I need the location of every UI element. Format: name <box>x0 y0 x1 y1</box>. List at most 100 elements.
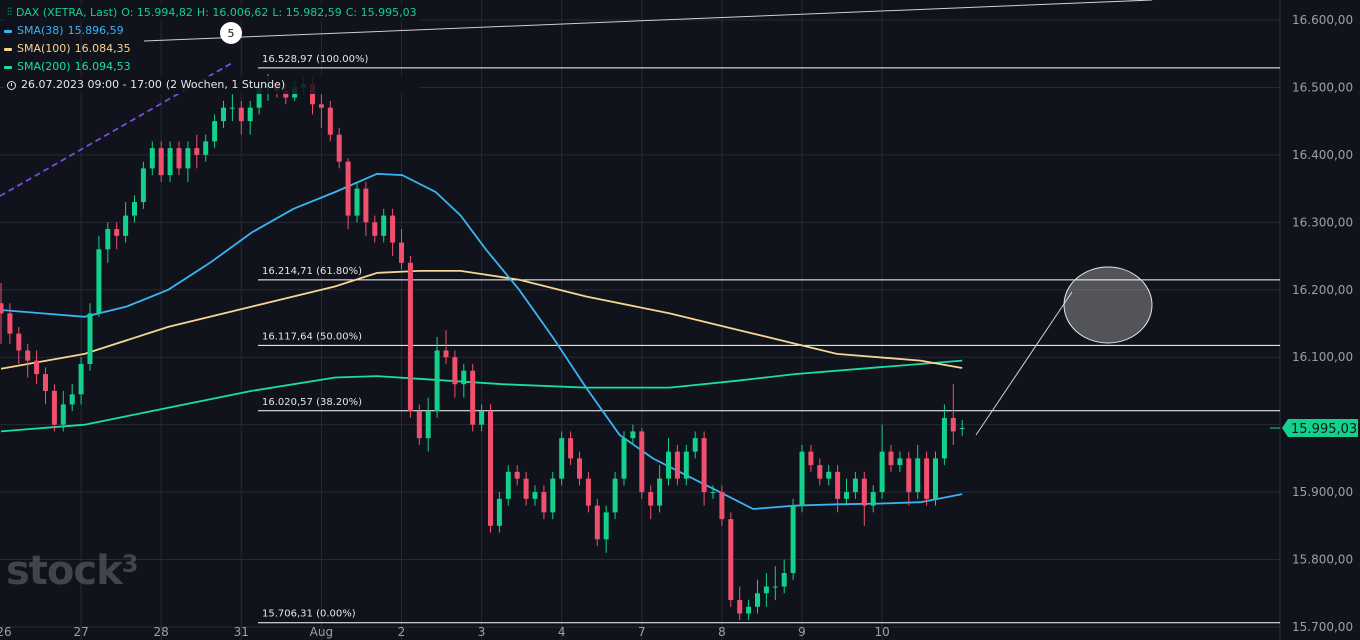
candle-body <box>60 404 66 425</box>
candle-body <box>16 333 22 351</box>
candle-body <box>630 431 636 439</box>
candle-body <box>612 478 618 513</box>
candle-body <box>78 363 84 395</box>
y-tick-label: 16.500,00 <box>1292 80 1353 94</box>
candle-body <box>25 350 31 361</box>
legend-open: O: 15.994,82 <box>121 6 193 19</box>
candle-body <box>470 370 476 425</box>
y-tick-label: 16.200,00 <box>1292 283 1353 297</box>
candle-body <box>229 107 235 109</box>
candle-body <box>737 600 743 614</box>
candle-body <box>256 87 262 108</box>
candle-body <box>149 148 155 169</box>
candle-body <box>888 451 894 466</box>
candle-body <box>132 202 137 216</box>
candle-body <box>407 262 413 412</box>
candle-body <box>879 451 885 493</box>
candle-body <box>594 505 600 540</box>
x-tick-label: 8 <box>718 625 726 639</box>
candle-body <box>238 107 244 122</box>
fib-level-label: 16.214,71 (61.80%) <box>262 266 362 277</box>
x-tick-label: 31 <box>234 625 249 639</box>
candle-body <box>897 458 903 466</box>
chart-legend: ⫶⫶ DAX (XETRA, Last) O: 15.994,82 H: 16.… <box>4 4 420 94</box>
candle-body <box>123 215 129 236</box>
sma200-swatch <box>4 65 12 69</box>
candle-body <box>790 505 796 574</box>
candle-body <box>399 242 404 263</box>
candle-body <box>105 229 111 250</box>
legend-sma38-label: SMA(38) <box>17 24 64 37</box>
candle-body <box>728 519 734 601</box>
candle-body <box>496 498 502 526</box>
legend-sma38-row: SMA(38) 15.896,59 <box>4 22 420 40</box>
x-tick-label: 26 <box>0 625 12 639</box>
last-price-tag <box>1282 419 1358 438</box>
candle-body <box>514 471 520 479</box>
legend-sma200-row: SMA(200) 16.094,53 <box>4 58 420 76</box>
legend-interval: (2 Wochen, 1 Stunde) <box>165 78 286 91</box>
candle-body <box>416 411 422 439</box>
candle-body <box>381 215 387 236</box>
candle-body <box>372 222 378 236</box>
candle-body <box>781 573 787 587</box>
candle-body <box>363 188 369 223</box>
candle-body <box>310 84 315 105</box>
candle-body <box>221 107 226 122</box>
candle-body <box>692 438 698 452</box>
x-tick-label: 27 <box>73 625 88 639</box>
legend-close: C: 15.995,03 <box>345 6 417 19</box>
legend-high: H: 16.006,62 <box>196 6 269 19</box>
candle-body <box>924 458 930 499</box>
clock-icon <box>7 80 16 90</box>
candle-body <box>488 411 493 526</box>
sma38-swatch <box>4 29 12 33</box>
legend-low: L: 15.982,59 <box>272 6 342 19</box>
candlestick-icon: ⫶⫶ <box>7 7 12 18</box>
candle-body <box>808 451 814 466</box>
candle-body <box>915 458 921 493</box>
candle-body <box>212 121 218 142</box>
y-tick-label: 15.700,00 <box>1292 620 1353 634</box>
x-tick-label: 10 <box>874 625 889 639</box>
legend-range-row: 26.07.2023 09:00 - 17:00 (2 Wochen, 1 St… <box>4 76 420 94</box>
y-tick-label: 16.600,00 <box>1292 13 1353 27</box>
legend-sma100-row: SMA(100) 16.084,35 <box>4 40 420 58</box>
candle-body <box>674 451 680 479</box>
candle-body <box>336 134 342 162</box>
candle-body <box>34 360 40 375</box>
y-tick-label: 16.300,00 <box>1292 215 1353 229</box>
candle-body <box>683 451 689 479</box>
candle-body <box>585 478 591 506</box>
candle-body <box>461 370 467 385</box>
fib-level-label: 16.020,57 (38.20%) <box>262 397 362 408</box>
candle-body <box>479 411 485 425</box>
candle-body <box>603 512 609 540</box>
x-tick-label: 2 <box>398 625 406 639</box>
candle-body <box>176 148 182 169</box>
y-tick-label: 15.800,00 <box>1292 553 1353 567</box>
x-tick-label: 3 <box>478 625 486 639</box>
candle-body <box>345 161 351 216</box>
fib-level-label: 16.117,64 (50.00%) <box>262 331 362 342</box>
logo-sup: 3 <box>121 550 139 578</box>
candle-body <box>185 148 191 169</box>
candle-body <box>701 438 707 493</box>
candle-body <box>666 451 671 479</box>
candle-body <box>950 417 956 432</box>
candle-body <box>167 148 173 176</box>
y-tick-label: 16.400,00 <box>1292 148 1353 162</box>
candle-body <box>639 431 645 493</box>
candle-body <box>861 478 867 506</box>
candle-body <box>621 438 627 479</box>
candle-body <box>523 478 529 499</box>
sma38-line <box>0 172 963 510</box>
sma100-swatch <box>4 47 12 51</box>
x-tick-label: Aug <box>310 625 333 639</box>
legend-sma38-value: 15.896,59 <box>67 24 124 37</box>
last-price-label: 15.995,03 <box>1291 422 1357 437</box>
candle-body <box>763 586 769 594</box>
candle-body <box>755 593 760 607</box>
candle-body <box>568 438 574 459</box>
